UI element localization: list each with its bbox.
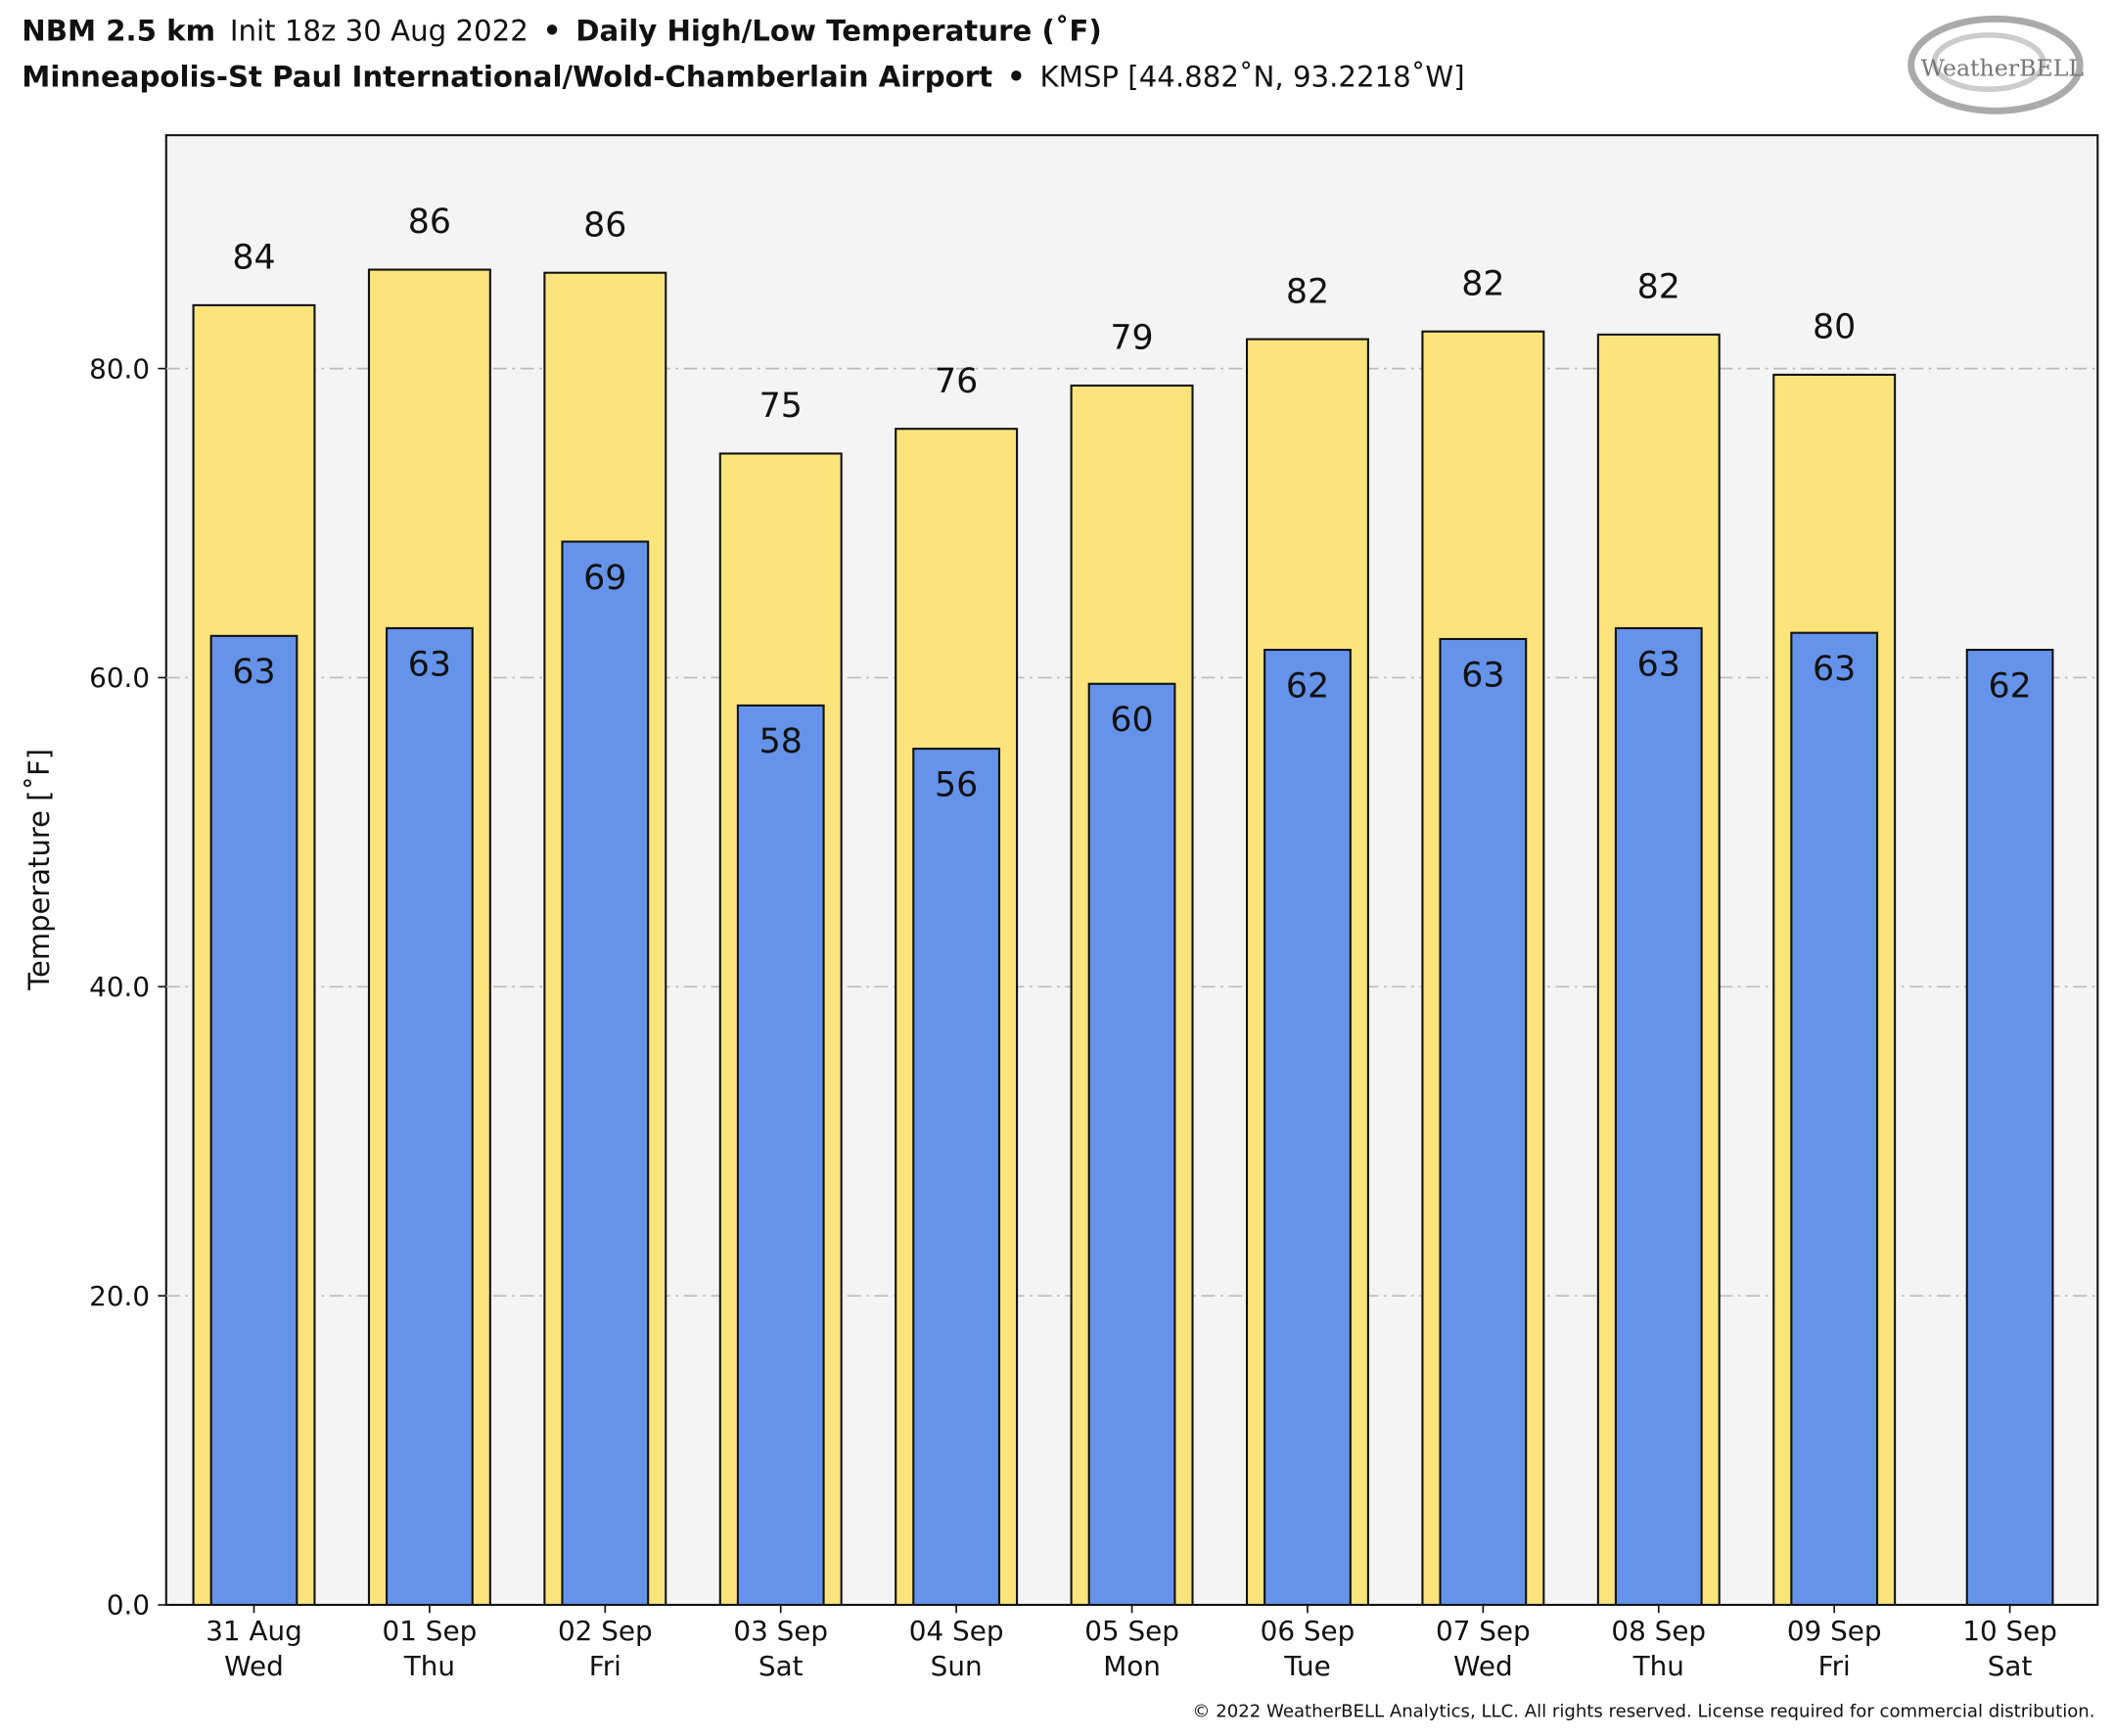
low-value-label: 63 — [408, 645, 451, 684]
x-tick-label-line: Tue — [1283, 1650, 1331, 1682]
x-tick-label: 10 Sep Sat — [1962, 1615, 2057, 1682]
low-value-label: 63 — [1637, 645, 1680, 684]
x-tick-label-line: Fri — [1818, 1650, 1851, 1682]
copyright: © 2022 WeatherBELL Analytics, LLC. All r… — [1192, 1702, 2094, 1722]
low-bar — [1614, 626, 1703, 1607]
x-tick-label-line: 10 Sep — [1962, 1615, 2057, 1647]
x-tick-label: 05 Sep Mon — [1084, 1615, 1179, 1682]
y-tick-label: 60.0 — [89, 662, 150, 694]
x-tick-label-line: Sun — [931, 1650, 983, 1682]
x-tick-label: 09 Sep Fri — [1787, 1615, 1882, 1682]
high-value-label: 82 — [1637, 268, 1680, 307]
y-tick-label: 20.0 — [89, 1280, 150, 1312]
low-bar — [386, 626, 474, 1607]
x-tick-label: 08 Sep Thu — [1611, 1615, 1706, 1682]
low-value-label: 63 — [1813, 650, 1856, 689]
high-value-label: 76 — [935, 362, 978, 401]
x-tick-label-line: Mon — [1103, 1650, 1161, 1682]
high-value-label: 82 — [1461, 265, 1504, 304]
chart-title: Daily High/Low Temperature (˚F) — [575, 15, 1101, 48]
x-tick-label-line: Fri — [589, 1650, 621, 1682]
low-value-label: 62 — [1286, 667, 1329, 707]
x-tick-label-line: Wed — [224, 1650, 284, 1682]
logo-swirl — [1907, 15, 2084, 114]
x-tick-label-line: 06 Sep — [1261, 1615, 1356, 1647]
x-tick-label-line: Wed — [1453, 1650, 1513, 1682]
high-value-label: 80 — [1813, 308, 1856, 347]
high-value-label: 84 — [232, 239, 275, 278]
x-tick-label-line: 04 Sep — [909, 1615, 1004, 1647]
logo: WeatherBELL — [1907, 15, 2085, 114]
x-tick-label-line: 07 Sep — [1436, 1615, 1531, 1647]
low-value-label: 58 — [759, 722, 803, 761]
x-tick-label-line: 02 Sep — [558, 1615, 653, 1647]
low-bar — [1790, 631, 1879, 1607]
low-value-label: 69 — [583, 559, 626, 598]
low-bar — [1965, 648, 2054, 1607]
x-tick-label-line: 05 Sep — [1084, 1615, 1179, 1647]
low-value-label: 62 — [1988, 667, 2031, 707]
x-tick-label-line: 08 Sep — [1611, 1615, 1706, 1647]
x-tick-label-line: Thu — [403, 1650, 455, 1682]
high-value-label: 86 — [583, 206, 626, 246]
x-tick-label: 07 Sep Wed — [1436, 1615, 1531, 1682]
x-tick-label-line: 01 Sep — [383, 1615, 478, 1647]
logo-swirl — [1931, 32, 2046, 92]
x-tick-label: 01 Sep Thu — [383, 1615, 478, 1682]
y-tick-label: 80.0 — [89, 352, 150, 385]
y-tick-label: 0.0 — [107, 1589, 150, 1622]
y-tick-label: 40.0 — [89, 971, 150, 1003]
low-value-label: 63 — [232, 653, 275, 692]
x-tick-label-line: 31 Aug — [206, 1615, 302, 1647]
low-bar — [912, 748, 1001, 1607]
low-bar — [736, 704, 825, 1607]
x-tick-label: 06 Sep Tue — [1261, 1615, 1356, 1682]
x-tick-label: 02 Sep Fri — [558, 1615, 653, 1682]
x-tick-label: 04 Sep Sun — [909, 1615, 1004, 1682]
low-value-label: 56 — [935, 766, 978, 805]
x-tick-label-line: Sat — [758, 1650, 804, 1682]
model: NBM 2.5 km — [22, 15, 215, 48]
x-tick-label: 03 Sep Sat — [733, 1615, 828, 1682]
separator: • — [1007, 61, 1026, 94]
x-tick-label-line: Sat — [1988, 1650, 2033, 1682]
location: KMSP [44.882˚N, 93.2218˚W] — [1040, 61, 1465, 94]
high-value-label: 79 — [1110, 319, 1153, 358]
low-value-label: 63 — [1461, 656, 1504, 695]
low-bar — [1439, 637, 1528, 1607]
low-bar — [209, 634, 299, 1607]
x-tick-label-line: Thu — [1632, 1650, 1684, 1682]
x-tick-label-line: 09 Sep — [1787, 1615, 1882, 1647]
high-value-label: 75 — [759, 387, 803, 426]
low-bar — [561, 540, 650, 1607]
header-line-1: NBM 2.5 km Init 18z 30 Aug 2022 • Daily … — [22, 15, 1101, 48]
low-bar — [1264, 648, 1352, 1607]
y-axis-label: Temperature [˚F] — [23, 749, 56, 991]
separator: • — [543, 15, 562, 48]
high-value-label: 82 — [1286, 272, 1329, 311]
x-tick-label-line: 03 Sep — [733, 1615, 828, 1647]
logo-text: WeatherBELL — [1921, 54, 2085, 81]
header-line-2: Minneapolis-St Paul International/Wold-C… — [22, 61, 1464, 94]
low-value-label: 60 — [1110, 701, 1153, 740]
station: Minneapolis-St Paul International/Wold-C… — [22, 61, 992, 94]
init: Init 18z 30 Aug 2022 — [230, 15, 528, 48]
high-value-label: 86 — [408, 203, 451, 242]
x-tick-label: 31 Aug Wed — [206, 1615, 302, 1682]
low-bar — [1087, 682, 1176, 1607]
